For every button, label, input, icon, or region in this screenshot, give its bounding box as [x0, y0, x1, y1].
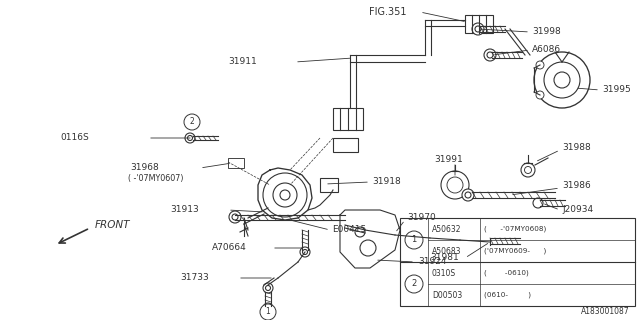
Text: 2: 2: [412, 279, 417, 289]
FancyBboxPatch shape: [333, 108, 363, 130]
Text: A50683: A50683: [432, 246, 461, 255]
Text: ( -'07MY0607): ( -'07MY0607): [128, 173, 184, 182]
Text: (        -0610): ( -0610): [484, 270, 529, 276]
Text: 31918: 31918: [372, 178, 401, 187]
Text: 31988: 31988: [562, 143, 591, 153]
Text: D00503: D00503: [432, 291, 462, 300]
Circle shape: [303, 250, 307, 254]
Text: E00415: E00415: [332, 226, 366, 235]
Circle shape: [475, 26, 481, 32]
Circle shape: [482, 236, 492, 246]
Text: 31924: 31924: [418, 258, 447, 267]
Circle shape: [355, 227, 365, 237]
Circle shape: [462, 189, 474, 201]
Circle shape: [263, 283, 273, 293]
Circle shape: [229, 211, 241, 223]
Text: A70664: A70664: [212, 244, 247, 252]
Circle shape: [266, 285, 271, 291]
Circle shape: [484, 238, 490, 244]
Circle shape: [554, 72, 570, 88]
Circle shape: [184, 114, 200, 130]
Text: 31981: 31981: [430, 253, 459, 262]
Circle shape: [472, 23, 484, 35]
Text: 31970: 31970: [407, 213, 436, 222]
Circle shape: [521, 163, 535, 177]
Circle shape: [536, 61, 544, 69]
Circle shape: [185, 133, 195, 143]
Circle shape: [232, 214, 238, 220]
Text: 31998: 31998: [532, 28, 561, 36]
FancyBboxPatch shape: [400, 218, 635, 306]
Text: (0610-         ): (0610- ): [484, 292, 531, 298]
Text: FRONT: FRONT: [95, 220, 131, 230]
Circle shape: [525, 166, 531, 173]
FancyBboxPatch shape: [228, 158, 244, 168]
Circle shape: [536, 91, 544, 99]
Text: 31986: 31986: [562, 181, 591, 190]
Text: 31913: 31913: [170, 205, 199, 214]
Circle shape: [263, 303, 273, 313]
Circle shape: [484, 49, 496, 61]
Text: 1: 1: [266, 308, 270, 316]
Circle shape: [260, 304, 276, 320]
FancyBboxPatch shape: [465, 15, 493, 33]
Circle shape: [447, 177, 463, 193]
Text: 31968: 31968: [130, 164, 159, 172]
Circle shape: [300, 247, 310, 257]
Text: 31911: 31911: [228, 58, 257, 67]
Circle shape: [360, 240, 376, 256]
Text: A6086: A6086: [532, 45, 561, 54]
FancyBboxPatch shape: [333, 138, 358, 152]
Circle shape: [465, 192, 471, 198]
Text: A183001087: A183001087: [581, 308, 630, 316]
Circle shape: [263, 173, 307, 217]
Text: (      -'07MY0608): ( -'07MY0608): [484, 226, 547, 232]
Circle shape: [188, 135, 193, 140]
Text: FIG.351: FIG.351: [369, 7, 407, 17]
Text: 0116S: 0116S: [60, 133, 89, 142]
Circle shape: [487, 52, 493, 58]
Circle shape: [544, 62, 580, 98]
Circle shape: [441, 171, 469, 199]
Text: 2: 2: [189, 117, 195, 126]
Text: 31991: 31991: [434, 156, 463, 164]
Circle shape: [533, 198, 543, 208]
Text: 1: 1: [412, 236, 417, 244]
Circle shape: [273, 183, 297, 207]
FancyBboxPatch shape: [320, 178, 338, 192]
Text: 31733: 31733: [180, 274, 209, 283]
Text: 0310S: 0310S: [432, 268, 456, 277]
Text: A50632: A50632: [432, 225, 461, 234]
Text: 31995: 31995: [602, 85, 631, 94]
Text: ('07MY0609-      ): ('07MY0609- ): [484, 248, 547, 254]
Circle shape: [280, 190, 290, 200]
Text: J20934: J20934: [562, 205, 593, 214]
Circle shape: [534, 52, 590, 108]
